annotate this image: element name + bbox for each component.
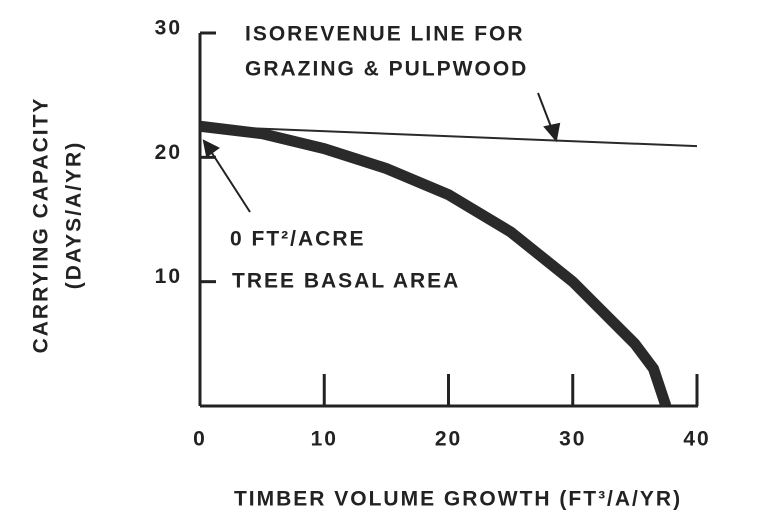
x-tick-label: 10 — [311, 428, 338, 451]
y-axis-label: CARRYING CAPACITY — [30, 97, 53, 354]
y-axis-label: (DAYS/A/YR) — [63, 141, 86, 289]
arrowhead — [543, 122, 561, 143]
x-tick-label: 30 — [559, 428, 586, 451]
y-tick-label: 30 — [155, 17, 182, 40]
y-tick-label: 20 — [155, 141, 182, 164]
annotation: ISOREVENUE LINE FOR — [245, 23, 525, 46]
line — [199, 125, 698, 148]
x-tick-label: 20 — [435, 428, 462, 451]
x-axis-label: TIMBER VOLUME GROWTH (FT³/A/YR) — [234, 488, 682, 511]
arrow — [209, 149, 251, 213]
x-tick-label: 0 — [193, 428, 207, 451]
annotation: 0 FT²/ACRE — [230, 228, 366, 251]
annotation: GRAZING & PULPWOOD — [245, 58, 528, 81]
arrows — [202, 92, 561, 213]
line — [199, 120, 672, 408]
y-tick-label: 10 — [155, 265, 182, 288]
arrowhead — [202, 139, 220, 158]
annotation: TREE BASAL AREA — [232, 270, 460, 293]
x-tick-label: 40 — [683, 428, 710, 451]
